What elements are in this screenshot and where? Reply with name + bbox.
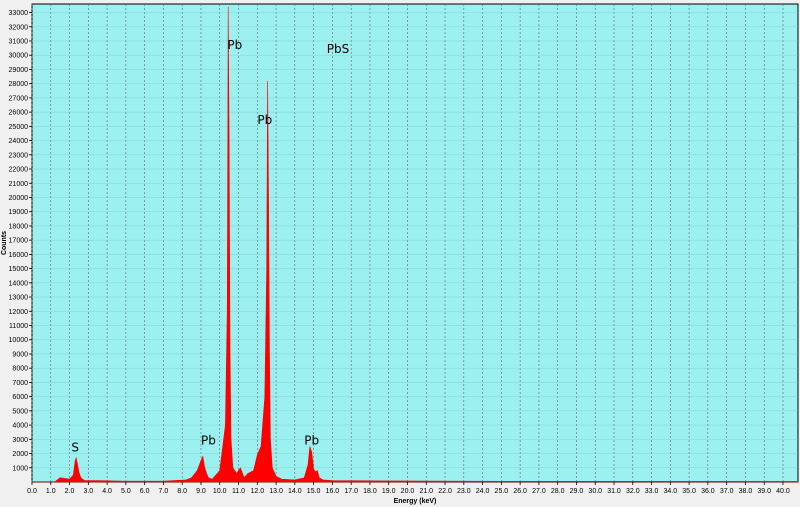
y-tick-label: 19000 <box>9 209 29 216</box>
grid-lines <box>31 4 798 482</box>
y-tick-label: 7000 <box>12 380 28 387</box>
y-tick-label: 13000 <box>9 295 29 302</box>
y-tick-label: 4000 <box>12 423 28 430</box>
x-tick-label: 19.0 <box>382 488 396 495</box>
y-tick-label: 23000 <box>9 152 29 159</box>
y-tick-label: 1000 <box>12 465 28 472</box>
x-tick-label: 12.0 <box>250 488 264 495</box>
x-tick-label: 24.0 <box>476 488 490 495</box>
x-tick-label: 3.0 <box>83 488 93 495</box>
x-tick-label: 5.0 <box>121 488 131 495</box>
x-tick-label: 30.0 <box>588 488 602 495</box>
y-tick-label: 32000 <box>9 24 29 31</box>
x-tick-label: 8.0 <box>177 488 187 495</box>
y-tick-label: 17000 <box>9 238 29 245</box>
y-tick-label: 24000 <box>9 138 29 145</box>
y-tick-label: 8000 <box>12 366 28 373</box>
plot-background <box>31 3 799 483</box>
x-tick-label: 18.0 <box>363 488 377 495</box>
x-tick-label: 26.0 <box>513 488 527 495</box>
x-tick-label: 2.0 <box>65 488 75 495</box>
y-tick-label: 11000 <box>9 323 28 330</box>
peak-label-pb: Pb <box>201 433 216 447</box>
x-tick-label: 11.0 <box>232 488 245 495</box>
x-tick-label: 36.0 <box>701 488 715 495</box>
x-axis-title: Energy (keV) <box>394 498 437 505</box>
x-tick-label: 7.0 <box>159 488 169 495</box>
y-tick-label: 33000 <box>9 10 29 17</box>
x-tick-label: 10.0 <box>213 488 227 495</box>
x-tick-label: 22.0 <box>438 488 452 495</box>
y-tick-label: 22000 <box>9 167 29 174</box>
y-axis-ticks: 1000 2000 3000 4000 5000 6000 7000 8000 9000 1000… <box>9 10 32 472</box>
y-tick-label: 27000 <box>9 95 29 102</box>
peak-label-pb: Pb <box>257 113 272 127</box>
x-tick-label: 23.0 <box>457 488 471 495</box>
y-tick-label: 26000 <box>9 110 29 117</box>
x-tick-label: 1.0 <box>46 488 56 495</box>
y-tick-label: 3000 <box>12 437 28 444</box>
spectrum-series <box>32 6 799 483</box>
x-tick-label: 9.0 <box>196 488 206 495</box>
y-tick-label: 14000 <box>9 280 29 287</box>
y-tick-label: 30000 <box>9 53 29 60</box>
peak-label-s: S <box>71 440 79 454</box>
x-tick-label: 33.0 <box>645 488 659 495</box>
peak-label-pb: Pb <box>304 433 319 447</box>
peak-label-pb: Pb <box>227 38 242 52</box>
chart-title: PbS <box>327 42 349 56</box>
x-tick-label: 34.0 <box>664 488 678 495</box>
y-tick-label: 20000 <box>9 195 29 202</box>
x-tick-label: 6.0 <box>140 488 150 495</box>
y-tick-label: 6000 <box>12 394 28 401</box>
x-tick-label: 32.0 <box>626 488 640 495</box>
peak-annotations: S Pb Pb Pb Pb <box>71 38 319 455</box>
x-tick-label: 37.0 <box>720 488 734 495</box>
x-tick-label: 39.0 <box>757 488 771 495</box>
x-tick-label: 28.0 <box>551 488 565 495</box>
x-tick-label: 13.0 <box>269 488 283 495</box>
y-tick-label: 2000 <box>12 451 28 458</box>
x-tick-label: 35.0 <box>682 488 696 495</box>
x-axis-ticks: 0.0 1.0 2.0 3.0 4.0 5.0 6.0 7.0 8.0 9.0 10.0 11.0 12… <box>27 482 790 495</box>
x-tick-label: 16.0 <box>326 488 340 495</box>
x-tick-label: 15.0 <box>307 488 321 495</box>
y-tick-label: 29000 <box>9 67 29 74</box>
y-tick-label: 15000 <box>9 266 29 273</box>
x-tick-label: 25.0 <box>495 488 509 495</box>
x-tick-label: 17.0 <box>344 488 358 495</box>
y-tick-label: 28000 <box>9 81 29 88</box>
x-tick-label: 14.0 <box>288 488 302 495</box>
y-tick-label: 12000 <box>9 309 29 316</box>
y-tick-label: 16000 <box>9 252 29 259</box>
y-tick-label: 9000 <box>12 351 28 358</box>
x-tick-label: 20.0 <box>401 488 415 495</box>
y-tick-label: 18000 <box>9 223 29 230</box>
x-tick-label: 21.0 <box>419 488 433 495</box>
y-tick-label: 25000 <box>9 124 29 131</box>
y-tick-label: 5000 <box>12 408 28 415</box>
y-axis-title: Counts <box>1 231 8 255</box>
y-tick-label: 10000 <box>9 337 29 344</box>
y-tick-label: 31000 <box>9 38 29 45</box>
x-tick-label: 31.0 <box>607 488 621 495</box>
y-tick-label: 21000 <box>9 181 29 188</box>
x-tick-label: 27.0 <box>532 488 546 495</box>
x-tick-label: 38.0 <box>739 488 753 495</box>
x-tick-label: 4.0 <box>102 488 112 495</box>
x-tick-label: 29.0 <box>570 488 584 495</box>
x-tick-label: 0.0 <box>27 488 37 495</box>
x-tick-label: 40.0 <box>776 488 790 495</box>
